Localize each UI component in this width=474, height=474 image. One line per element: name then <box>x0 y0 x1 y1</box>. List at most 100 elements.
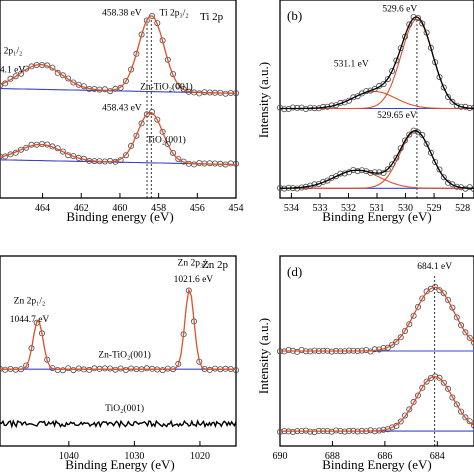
panel-b-data-point <box>445 179 452 186</box>
panel-b-data-point <box>436 166 443 173</box>
panel-c-data-point <box>128 365 135 372</box>
panel-a-data-point <box>143 111 150 118</box>
panel-a-annotation: 458.43 eV <box>102 103 142 113</box>
panel-d-xtick-label: 686 <box>377 451 392 462</box>
panel-c-data-point <box>54 366 61 373</box>
panel-a-data-point <box>164 140 171 147</box>
panel-b-data-point <box>440 84 447 91</box>
panel-a-data-point <box>107 88 114 95</box>
panel-a-data-point <box>154 116 161 123</box>
panel-c-noisy-trace <box>0 419 237 429</box>
panel-c-plot: 1040 1030 1020 Zn-TiO₂(001) Zn 2p₃/₂ 1021.6 e… <box>0 258 239 462</box>
panel-d-data-point <box>389 424 396 431</box>
panel-d-data-point <box>419 384 426 391</box>
panel-c-frame <box>0 255 237 447</box>
panel-d-data-point <box>458 322 465 329</box>
panel-a-data-point <box>59 148 66 155</box>
panel-c-annotation: Zn 2p₃/₂ <box>178 258 210 268</box>
panel-c-curve-label: TiO₂(001) <box>105 403 144 414</box>
panel-a-data-point <box>133 50 140 57</box>
panel-a-data-point <box>12 73 19 80</box>
panel-a-data-point <box>196 159 203 166</box>
panel-d-data-point <box>414 303 421 310</box>
panel-a-data-point <box>59 72 66 79</box>
panel-b-data-point <box>427 44 434 51</box>
panel-d-data-point <box>363 347 370 354</box>
panel-b-data-point <box>380 81 387 88</box>
panel-b-data-point <box>276 104 283 111</box>
panel-c-data-point <box>75 365 82 372</box>
panel-c-data-point <box>23 362 30 369</box>
panel-a-fit-line <box>0 111 236 166</box>
panel-b-xtick-label: 529 <box>427 203 442 214</box>
panel-b-data-point <box>393 57 400 64</box>
panel-a-frame <box>0 0 237 199</box>
panel-d-data-point <box>445 385 452 392</box>
panel-b-data-point <box>393 154 400 161</box>
panel-c-data-point <box>91 365 98 372</box>
panel-b-data-point <box>458 103 465 110</box>
panel-a-annotation: Ti 2p₁/₂ <box>0 46 22 56</box>
panel-d-fit-line <box>280 286 474 352</box>
panel-b-label: (b) <box>287 8 302 23</box>
panel-b-data-point <box>371 85 378 92</box>
panel-d-data-point <box>311 429 318 436</box>
panel-d-data-point <box>436 287 443 294</box>
panel-d-data-point <box>276 428 283 435</box>
panel-b-component-peak <box>280 18 474 110</box>
panel-b-component-peak <box>280 90 474 110</box>
panel-b-annotation: 529.65 eV <box>377 111 417 121</box>
panel-a-annotation: 458.38 eV <box>102 8 142 18</box>
panel-a-data-point <box>196 90 203 97</box>
panel-c-data-point <box>117 365 124 372</box>
panel-c: 1040 1030 1020 Zn-TiO₂(001) Zn 2p₃/₂ 1021.6 e… <box>0 255 239 472</box>
panel-c-data-point <box>44 356 51 363</box>
panel-d-data-point <box>440 290 447 297</box>
panel-d-data-point <box>410 312 417 319</box>
panel-d-data-point <box>401 412 408 419</box>
panel-a-data-point <box>117 84 124 91</box>
panel-d-data-point <box>397 418 404 425</box>
panel-c-data-point <box>122 366 129 373</box>
panel-d-data-point <box>419 295 426 302</box>
panel-c-data-point <box>143 365 150 372</box>
panel-d-data-point <box>389 341 396 348</box>
panel-c-fit-line <box>0 287 236 370</box>
panel-d-data-point <box>285 346 292 353</box>
panel-a-data-point <box>128 142 135 149</box>
panel-d-data-point <box>423 378 430 385</box>
panel-a-curve-label: Zn-TiO₂(001) <box>140 82 193 93</box>
panel-a-data-point <box>70 153 77 160</box>
panel-a-curve-label: TiO₂(001) <box>147 135 186 146</box>
panel-d-data-point <box>449 394 456 401</box>
panel-b-xtick-label: 532 <box>341 203 356 214</box>
panel-a-xlabel: Binding energy (eV) <box>66 209 173 224</box>
panel-d-data-point <box>371 346 378 353</box>
panel-c-annotation: 1044.7 eV <box>10 315 50 325</box>
panel-d-xtick-label: 690 <box>273 451 288 462</box>
panel-d-label: (d) <box>287 264 302 279</box>
panel-b-frame <box>279 0 474 199</box>
panel-a-data-point <box>70 79 77 86</box>
panel-a-data-point <box>143 17 150 24</box>
panel-d-data-point <box>406 321 413 328</box>
panel-d-data-point <box>298 346 305 353</box>
panel-b-data-point <box>419 20 426 27</box>
panel-a-data-point <box>206 160 213 167</box>
panel-a-data-point <box>65 75 72 82</box>
panel-b-data-point <box>449 98 456 105</box>
panel-b-data-point <box>350 94 357 101</box>
panel-b-data-point <box>427 149 434 156</box>
panel-b-data-point <box>389 68 396 75</box>
panel-a-data-point <box>180 86 187 93</box>
panel-a-annotation: 464.1 eV <box>0 65 25 75</box>
panel-b-data-point <box>289 104 296 111</box>
panel-c-data-point <box>86 366 93 373</box>
panel-a-data-point <box>128 66 135 73</box>
panel-a-data-point <box>227 160 234 167</box>
panel-a-data-point <box>17 70 24 77</box>
panel-a-data-point <box>164 56 171 63</box>
panel-d-data-point <box>445 296 452 303</box>
panel-d-xlabel: Binding Energy (eV) <box>322 457 432 472</box>
panel-d-data-point <box>367 427 374 434</box>
